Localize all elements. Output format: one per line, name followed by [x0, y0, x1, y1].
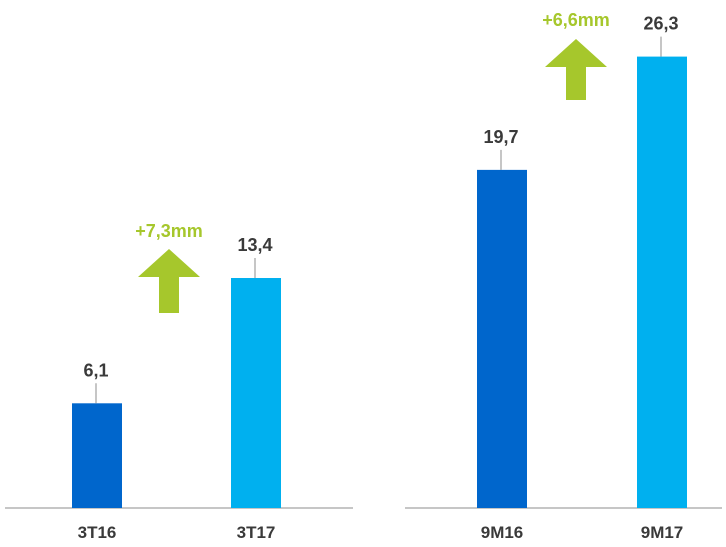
chart-panel-quarter: 6,1 3T16 13,4 3T17 +7,3mm — [5, 221, 353, 542]
change-label: +7,3mm — [135, 221, 203, 241]
bar-3t17 — [231, 278, 281, 508]
change-label: +6,6mm — [542, 10, 610, 30]
category-label-9m17: 9M17 — [641, 523, 684, 542]
category-label-3t17: 3T17 — [237, 523, 276, 542]
value-label-9m17: 26,3 — [643, 14, 678, 34]
value-label-3t17: 13,4 — [237, 235, 272, 255]
chart-panel-nine-months: 19,7 9M16 26,3 9M17 +6,6mm — [405, 10, 722, 542]
bar-9m17 — [637, 56, 687, 508]
arrow-up-icon — [138, 249, 200, 313]
arrow-up-icon — [545, 39, 607, 100]
bar-9m16 — [477, 169, 527, 509]
category-label-9m16: 9M16 — [481, 523, 524, 542]
category-label-3t16: 3T16 — [78, 523, 117, 542]
bar-3t16 — [72, 403, 122, 508]
value-label-3t16: 6,1 — [83, 360, 108, 380]
value-label-9m16: 19,7 — [483, 127, 518, 147]
